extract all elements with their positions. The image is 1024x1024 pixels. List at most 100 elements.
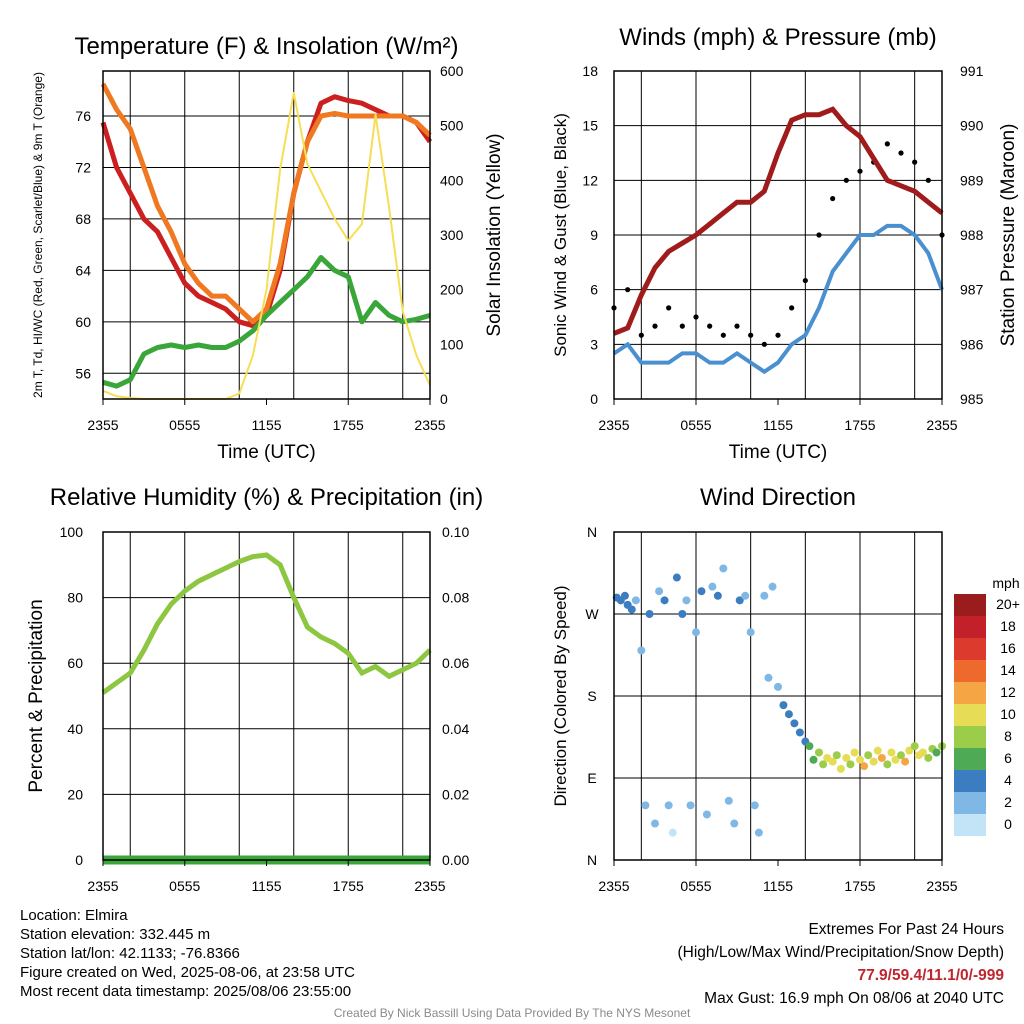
station-elevation: Station elevation: 332.445 m [20,926,211,943]
x-axis-label: Time (UTC) [217,442,316,463]
direction-point [832,751,841,760]
station-latlon: Station lat/lon: 42.1133; -76.8366 [20,945,240,962]
colorbar-swatch [954,814,986,836]
direction-point [828,757,837,766]
panel-2: Winds (mph) & Pressure (mb) 0 3 6 9 12 15 18 985… [551,24,1019,463]
x-tick-label: 1155 [251,878,281,894]
y2-tick-label: 985 [960,391,984,407]
gust-point [734,323,740,329]
colorbar-swatch [954,726,986,748]
y-tick-label: N [587,524,597,540]
y-tick-label: 80 [67,590,83,606]
y-tick-label: S [587,688,596,704]
colorbar: mph 20+ 18 16 14 12 10 8 6 4 2 0 [954,575,1020,836]
series-line [101,552,432,695]
gust-point [912,159,918,165]
gust-point [679,323,685,329]
direction-point [856,755,864,764]
y2-tick-label: 0.06 [442,655,469,671]
y-tick-label: 0 [75,852,83,868]
y-tick-label: 56 [75,365,91,381]
figure-created: Figure created on Wed, 2025-08-06, at 23… [20,964,355,981]
direction-point [815,748,823,757]
direction-point [645,610,654,618]
direction-point [809,755,818,764]
direction-point [724,796,733,805]
x-tick-label: 2355 [87,417,118,433]
colorbar-swatch [954,594,986,616]
recent-data-timestamp: Most recent data timestamp: 2025/08/06 2… [20,983,352,1000]
y2-tick-label: 0.08 [442,590,469,606]
colorbar-label: 4 [1004,772,1012,788]
direction-point [719,564,728,573]
direction-point [779,701,788,710]
direction-point [883,760,892,769]
direction-point [708,582,717,591]
colorbar-label: 6 [1004,750,1012,766]
colorbar-swatch [954,748,986,770]
colorbar-label: 16 [1000,640,1016,656]
plot-frame [102,531,431,861]
x-tick-label: 2355 [414,417,445,433]
colorbar-label: 18 [1000,618,1016,634]
y2-tick-label: 988 [960,227,984,243]
colorbar-title: mph [992,575,1019,591]
y-tick-label: 9 [590,227,598,243]
colorbar-swatch [954,792,986,814]
x-tick-label: 0555 [169,878,200,894]
credit-line: Created By Nick Bassill Using Data Provi… [333,1006,691,1020]
y2-tick-label: 500 [440,118,464,134]
series-line [612,223,944,375]
panel-title: Winds (mph) & Pressure (mb) [619,24,936,51]
direction-point [637,646,646,655]
max-gust: Max Gust: 16.9 mph On 08/06 at 2040 UTC [704,990,1004,1007]
extremes-values: 77.9/59.4/11.1/0/-999 [857,967,1004,984]
colorbar-swatch [954,770,986,792]
direction-point [905,746,914,755]
direction-point [795,728,804,737]
colorbar-label: 10 [1000,706,1016,722]
x-tick-label: 2355 [414,878,445,894]
panel-title: Wind Direction [700,484,856,511]
gust-point [707,323,713,329]
direction-point [846,760,855,769]
station-info: Location: Elmira Station elevation: 332.… [20,906,355,1001]
gust-point [720,332,726,338]
series-line [102,91,431,400]
direction-point [631,596,640,605]
y-tick-label: E [587,770,596,786]
colorbar-label: 2 [1004,794,1012,810]
gust-point [761,341,767,347]
x-tick-label: 1155 [251,417,281,433]
y-tick-label: 72 [75,159,91,175]
direction-point [873,746,882,755]
y-tick-label: 0 [590,391,598,407]
gust-point [884,141,890,147]
direction-point [869,757,878,766]
y2-tick-label: 0.10 [442,524,469,540]
y2-tick-label: 991 [960,63,984,79]
gust-point [802,277,808,284]
y-axis-label: 2m T, Td, HI/WC (Red, Green, Scarlet/Blu… [31,72,45,398]
y2-axis-label: Station Pressure (Maroon) [998,124,1019,347]
y2-tick-label: 0 [440,391,448,407]
direction-point [682,596,691,605]
y-tick-label: N [587,852,597,868]
x-tick-label: 0555 [169,417,200,433]
x-tick-label: 2355 [87,878,118,894]
y2-tick-label: 989 [960,172,984,188]
direction-point [760,591,769,600]
direction-point [741,591,750,600]
direction-point [901,757,910,766]
direction-point [668,828,677,837]
y2-tick-label: 0.00 [442,852,469,868]
gust-point [816,232,822,238]
y2-axis-label: Solar Insolation (Yellow) [484,133,505,336]
direction-point [672,573,681,582]
direction-point [697,587,706,596]
gust-point [638,332,644,338]
y2-tick-label: 400 [440,172,464,188]
direction-point [664,801,673,810]
x-tick-label: 1755 [333,417,364,433]
